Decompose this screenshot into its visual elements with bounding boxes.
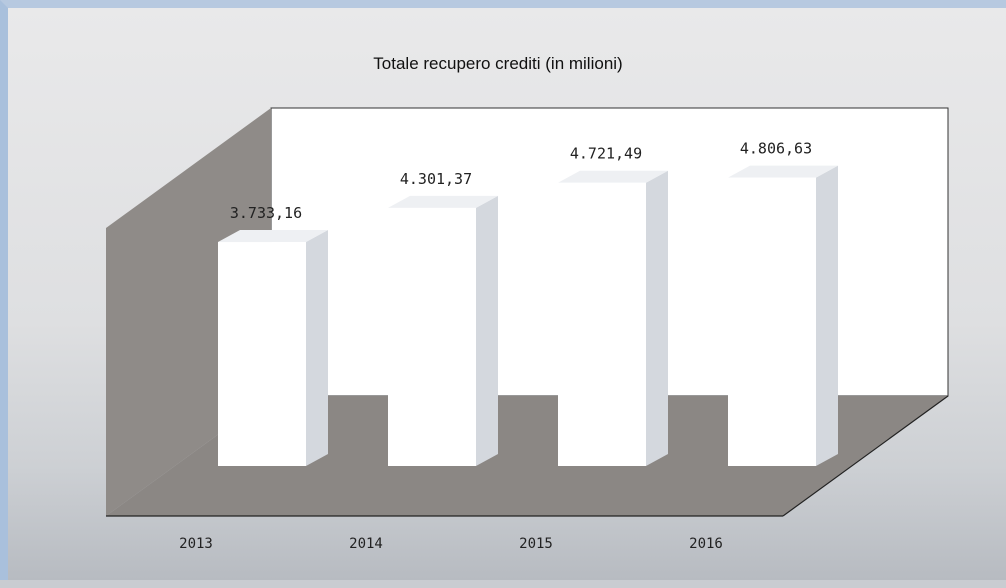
chart-title: Totale recupero crediti (in milioni) bbox=[373, 54, 623, 73]
bar-front bbox=[558, 182, 646, 466]
bar-top bbox=[388, 195, 498, 208]
x-axis: 2013 2014 2015 2016 bbox=[179, 536, 723, 552]
floor-right-edge bbox=[782, 395, 949, 517]
bar-group bbox=[218, 165, 838, 467]
x-tick-label: 2015 bbox=[519, 536, 553, 552]
bar bbox=[558, 170, 668, 466]
data-label: 4.806,63 bbox=[740, 140, 812, 158]
x-tick-label: 2014 bbox=[349, 536, 383, 552]
data-label-group: 3.733,16 4.301,37 4.721,49 4.806,63 bbox=[230, 140, 812, 222]
bar-side bbox=[306, 230, 328, 466]
bar-front bbox=[728, 177, 816, 466]
bar bbox=[218, 230, 328, 466]
bar-front bbox=[388, 207, 476, 467]
bar-top bbox=[218, 230, 328, 243]
data-label: 4.301,37 bbox=[400, 170, 472, 188]
bar bbox=[388, 195, 498, 467]
bar-front bbox=[218, 242, 306, 466]
data-label: 3.733,16 bbox=[230, 204, 302, 222]
bar-chart: 3.733,164.301,374.721,49 4.806,63 2013 201… bbox=[106, 107, 949, 552]
bar-side bbox=[646, 170, 668, 466]
x-tick-label: 2013 bbox=[179, 536, 213, 552]
bar-side bbox=[476, 195, 498, 467]
data-label: 4.721,49 bbox=[570, 145, 642, 163]
bar-top bbox=[728, 165, 838, 178]
bar-side bbox=[816, 165, 838, 466]
bar-top bbox=[558, 170, 668, 183]
x-tick-label: 2016 bbox=[689, 536, 723, 552]
bar bbox=[728, 165, 838, 466]
